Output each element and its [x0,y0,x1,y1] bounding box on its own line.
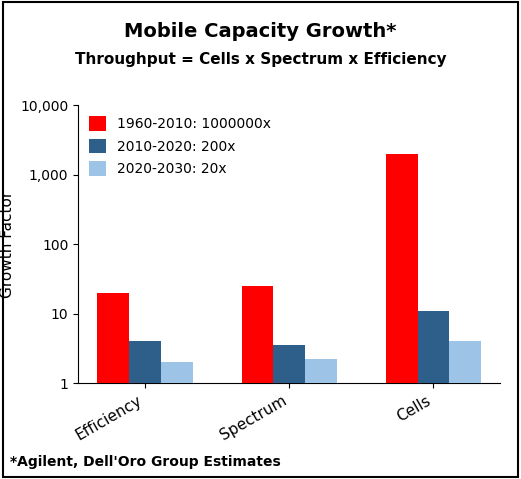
Y-axis label: Growth Factor: Growth Factor [0,191,15,298]
Text: Mobile Capacity Growth*: Mobile Capacity Growth* [125,22,396,41]
Legend: 1960-2010: 1000000x, 2010-2020: 200x, 2020-2030: 20x: 1960-2010: 1000000x, 2010-2020: 200x, 20… [85,112,275,181]
Bar [417,311,449,479]
Text: *Agilent, Dell'Oro Group Estimates: *Agilent, Dell'Oro Group Estimates [10,456,281,469]
Bar [386,154,417,479]
Bar [161,362,193,479]
Bar [97,293,129,479]
Bar [449,342,481,479]
Bar [242,286,274,479]
Bar [305,359,337,479]
Bar [274,345,305,479]
Text: Throughput = Cells x Spectrum x Efficiency: Throughput = Cells x Spectrum x Efficien… [75,52,446,68]
Bar [129,342,161,479]
